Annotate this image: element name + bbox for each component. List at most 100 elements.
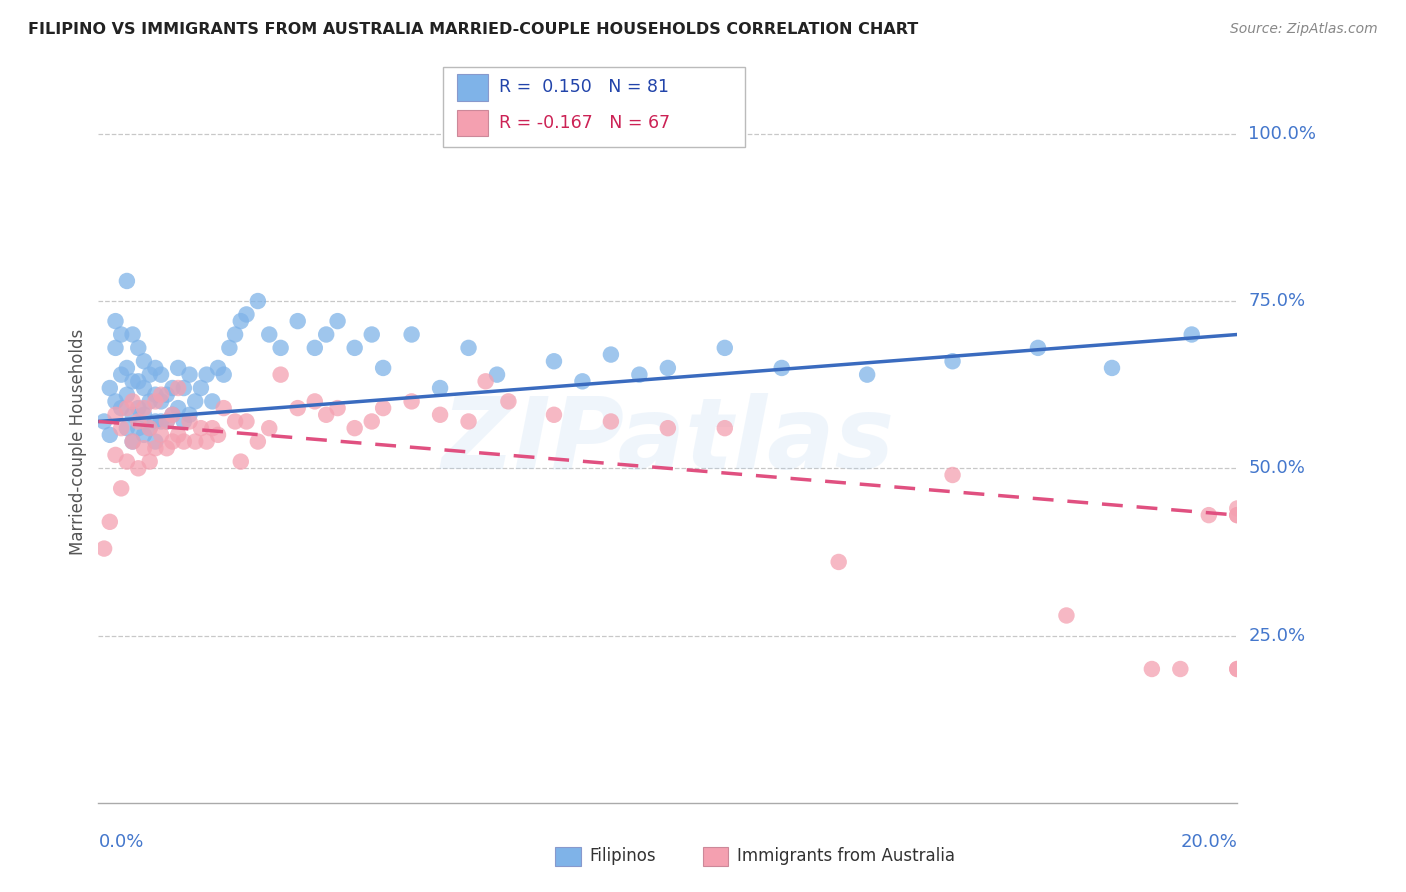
Point — [132, 381, 155, 395]
Point — [179, 368, 201, 382]
Point — [1198, 508, 1220, 523]
Point — [360, 414, 382, 429]
Text: R = -0.167   N = 67: R = -0.167 N = 67 — [499, 114, 671, 132]
Point — [190, 421, 212, 435]
Point — [104, 314, 127, 328]
Point — [270, 341, 292, 355]
Point — [115, 401, 138, 416]
Point — [104, 408, 127, 422]
Point — [138, 421, 160, 435]
Point — [145, 434, 167, 449]
Point — [184, 434, 207, 449]
Point — [162, 434, 184, 449]
Point — [121, 327, 143, 342]
Point — [1170, 662, 1192, 676]
Point — [201, 421, 224, 435]
Point — [942, 467, 965, 482]
Point — [138, 455, 160, 469]
Point — [343, 421, 366, 435]
Text: 75.0%: 75.0% — [1249, 292, 1306, 310]
Point — [127, 461, 149, 475]
Point — [156, 414, 179, 429]
Point — [93, 414, 115, 429]
Point — [115, 274, 138, 288]
Text: 20.0%: 20.0% — [1181, 833, 1237, 851]
Point — [173, 414, 195, 429]
Point — [121, 434, 143, 449]
Point — [287, 314, 309, 328]
Text: 50.0%: 50.0% — [1249, 459, 1305, 477]
Point — [326, 314, 349, 328]
Point — [373, 361, 395, 376]
Point — [145, 394, 167, 409]
Point — [93, 541, 115, 556]
Point — [184, 394, 207, 409]
Point — [127, 341, 149, 355]
Point — [212, 401, 235, 416]
Point — [207, 427, 229, 442]
Point — [457, 414, 479, 429]
Point — [150, 394, 173, 409]
Point — [543, 408, 565, 422]
Point — [127, 421, 149, 435]
Point — [246, 294, 269, 309]
Point — [110, 482, 132, 496]
Point — [1226, 662, 1249, 676]
Point — [628, 368, 651, 382]
Point — [259, 327, 281, 342]
Point — [115, 361, 138, 376]
Text: Filipinos: Filipinos — [589, 847, 655, 865]
Point — [304, 341, 326, 355]
Point — [179, 414, 201, 429]
Text: Source: ZipAtlas.com: Source: ZipAtlas.com — [1230, 22, 1378, 37]
Point — [115, 455, 138, 469]
Point — [195, 368, 218, 382]
Point — [173, 434, 195, 449]
Point — [218, 341, 240, 355]
Point — [770, 361, 793, 376]
Point — [600, 414, 623, 429]
Point — [401, 327, 423, 342]
Point — [104, 448, 127, 462]
Point — [360, 327, 382, 342]
Point — [127, 375, 149, 389]
Point — [828, 555, 851, 569]
Point — [343, 341, 366, 355]
Point — [132, 408, 155, 422]
Point — [173, 381, 195, 395]
Text: R =  0.150   N = 81: R = 0.150 N = 81 — [499, 78, 669, 96]
Point — [571, 375, 593, 389]
Point — [270, 368, 292, 382]
Point — [145, 442, 167, 455]
Point — [110, 421, 132, 435]
Point — [714, 421, 737, 435]
Point — [714, 341, 737, 355]
Point — [138, 421, 160, 435]
Point — [201, 394, 224, 409]
Point — [162, 408, 184, 422]
Point — [150, 414, 173, 429]
Point — [315, 327, 337, 342]
Point — [190, 381, 212, 395]
Point — [600, 348, 623, 362]
Point — [856, 368, 879, 382]
Point — [167, 427, 190, 442]
Point — [657, 361, 679, 376]
Point — [212, 368, 235, 382]
Point — [121, 394, 143, 409]
Point — [98, 381, 121, 395]
Point — [110, 327, 132, 342]
Point — [145, 387, 167, 401]
Point — [104, 394, 127, 409]
Point — [115, 421, 138, 435]
Point — [127, 401, 149, 416]
Point — [132, 401, 155, 416]
Point — [121, 408, 143, 422]
Point — [110, 401, 132, 416]
Point — [110, 368, 132, 382]
Point — [457, 341, 479, 355]
Point — [235, 307, 257, 322]
Point — [104, 341, 127, 355]
Point — [543, 354, 565, 368]
Point — [156, 442, 179, 455]
